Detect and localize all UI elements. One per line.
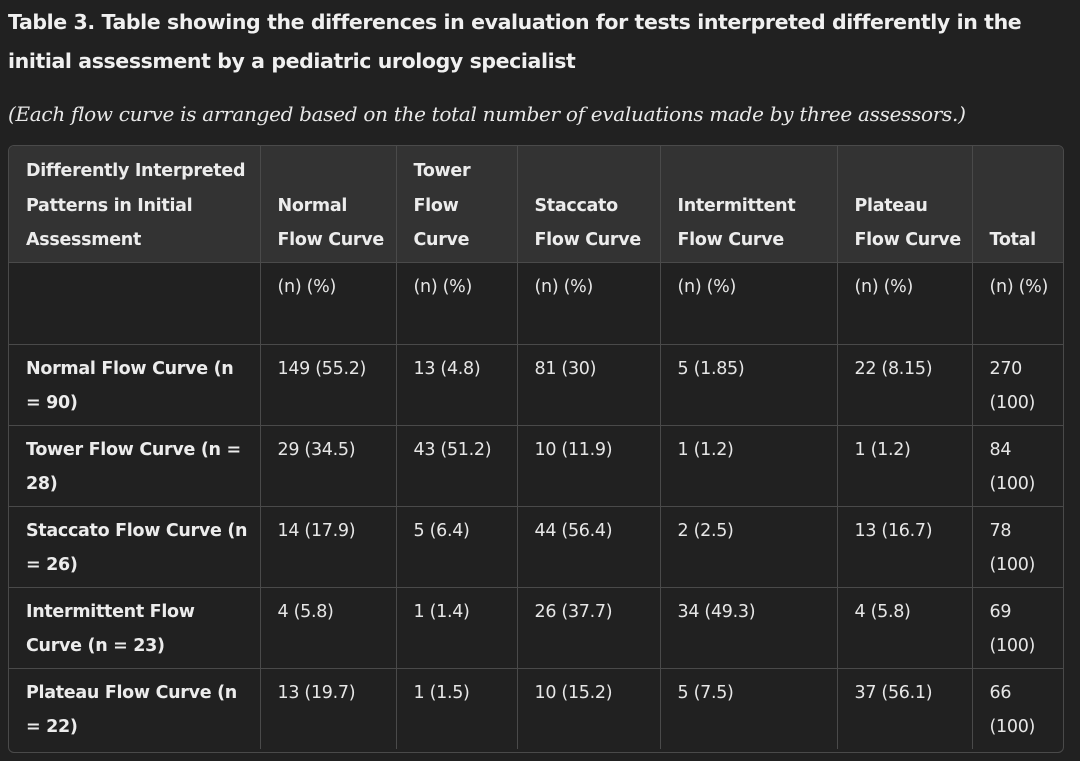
header-plateau: Plateau Flow Curve [836, 146, 973, 263]
table-cell: 34 (49.3) [659, 586, 838, 669]
table-cell: 13 (19.7) [259, 667, 397, 749]
table-cell: 5 (1.85) [659, 343, 838, 426]
table-cell: 37 (56.1) [836, 667, 973, 749]
table-cell: 10 (15.2) [516, 667, 661, 749]
header-staccato: Staccato Flow Curve [516, 146, 661, 263]
table-cell: 5 (7.5) [659, 667, 838, 749]
table-cell: 1 (1.5) [395, 667, 518, 749]
table-cell: 29 (34.5) [259, 424, 397, 507]
table-cell: 44 (56.4) [516, 505, 661, 588]
row-label: Staccato Flow Curve (n = 26) [9, 505, 261, 588]
table-cell: 84 (100) [971, 424, 1063, 507]
units-cell: (n) (%) [836, 261, 973, 345]
table-cell: 2 (2.5) [659, 505, 838, 588]
results-table: Differently Interpreted Patterns in Init… [9, 146, 1063, 749]
table-row: Tower Flow Curve (n = 28) 29 (34.5) 43 (… [9, 424, 1063, 507]
table-cell: 78 (100) [971, 505, 1063, 588]
header-normal: Normal Flow Curve [259, 146, 397, 263]
table-cell: 69 (100) [971, 586, 1063, 669]
table-title: Table 3. Table showing the differences i… [8, 10, 1022, 73]
table-cell: 66 (100) [971, 667, 1063, 749]
row-label: Intermittent Flow Curve (n = 23) [9, 586, 261, 669]
table-cell: 149 (55.2) [259, 343, 397, 426]
units-cell: (n) (%) [395, 261, 518, 345]
units-cell [9, 261, 261, 345]
table-cell: 43 (51.2) [395, 424, 518, 507]
row-label: Tower Flow Curve (n = 28) [9, 424, 261, 507]
table-cell: 13 (4.8) [395, 343, 518, 426]
units-row: (n) (%) (n) (%) (n) (%) (n) (%) (n) (%) … [9, 261, 1063, 345]
table-cell: 22 (8.15) [836, 343, 973, 426]
table-row: Intermittent Flow Curve (n = 23) 4 (5.8)… [9, 586, 1063, 669]
units-cell: (n) (%) [971, 261, 1063, 345]
table-cell: 4 (5.8) [259, 586, 397, 669]
units-cell: (n) (%) [659, 261, 838, 345]
table-cell: 81 (30) [516, 343, 661, 426]
table-row: Staccato Flow Curve (n = 26) 14 (17.9) 5… [9, 505, 1063, 588]
table-cell: 5 (6.4) [395, 505, 518, 588]
header-tower: Tower Flow Curve [395, 146, 518, 263]
table-cell: 13 (16.7) [836, 505, 973, 588]
row-label: Plateau Flow Curve (n = 22) [9, 667, 261, 749]
table-cell: 26 (37.7) [516, 586, 661, 669]
units-cell: (n) (%) [259, 261, 397, 345]
results-table-container: Differently Interpreted Patterns in Init… [8, 145, 1064, 753]
table-cell: 1 (1.2) [836, 424, 973, 507]
table-subtitle: (Each flow curve is arranged based on th… [8, 102, 966, 126]
units-cell: (n) (%) [516, 261, 661, 345]
table-cell: 14 (17.9) [259, 505, 397, 588]
header-total: Total [971, 146, 1063, 263]
header-intermittent: Intermittent Flow Curve [659, 146, 838, 263]
table-row: Plateau Flow Curve (n = 22) 13 (19.7) 1 … [9, 667, 1063, 749]
table-cell: 1 (1.2) [659, 424, 838, 507]
table-cell: 10 (11.9) [516, 424, 661, 507]
table-cell: 270 (100) [971, 343, 1063, 426]
table-header-row: Differently Interpreted Patterns in Init… [9, 146, 1063, 263]
table-row: Normal Flow Curve (n = 90) 149 (55.2) 13… [9, 343, 1063, 426]
table-cell: 1 (1.4) [395, 586, 518, 669]
table-cell: 4 (5.8) [836, 586, 973, 669]
row-label: Normal Flow Curve (n = 90) [9, 343, 261, 426]
header-pattern: Differently Interpreted Patterns in Init… [9, 146, 261, 263]
